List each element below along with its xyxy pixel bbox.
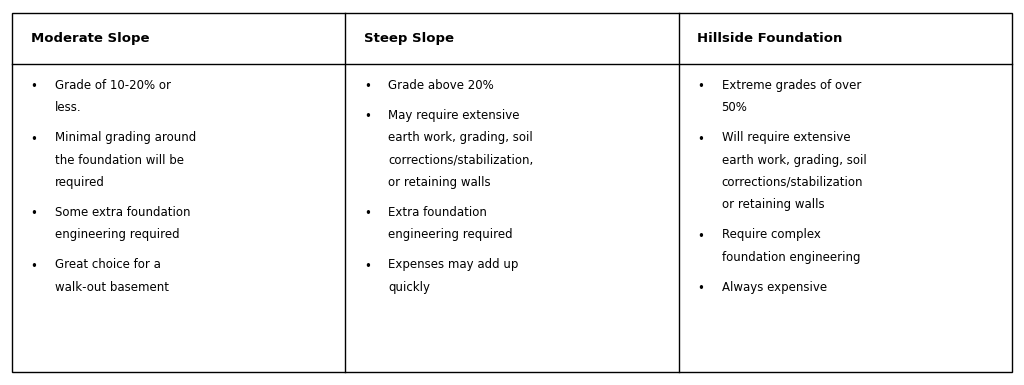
Text: •: • — [697, 282, 703, 295]
Text: •: • — [364, 80, 371, 93]
Text: Extra foundation: Extra foundation — [388, 206, 487, 219]
Text: •: • — [31, 207, 38, 220]
Text: Grade of 10-20% or: Grade of 10-20% or — [55, 79, 171, 92]
Text: earth work, grading, soil: earth work, grading, soil — [388, 131, 534, 144]
Text: Expenses may add up: Expenses may add up — [388, 258, 519, 271]
Text: Moderate Slope: Moderate Slope — [31, 32, 150, 45]
Text: •: • — [364, 259, 371, 273]
Text: Will require extensive: Will require extensive — [722, 131, 850, 144]
Text: walk-out basement: walk-out basement — [55, 281, 169, 294]
Text: less.: less. — [55, 101, 82, 114]
Text: required: required — [55, 176, 105, 189]
Text: Minimal grading around: Minimal grading around — [55, 131, 197, 144]
Text: •: • — [697, 229, 703, 243]
Text: •: • — [364, 207, 371, 220]
Text: •: • — [31, 259, 38, 273]
Text: or retaining walls: or retaining walls — [388, 176, 492, 189]
Text: Hillside Foundation: Hillside Foundation — [697, 32, 843, 45]
Text: corrections/stabilization,: corrections/stabilization, — [388, 154, 534, 167]
Text: Great choice for a: Great choice for a — [55, 258, 161, 271]
Text: May require extensive: May require extensive — [388, 109, 520, 122]
Text: earth work, grading, soil: earth work, grading, soil — [722, 154, 866, 167]
Text: quickly: quickly — [388, 281, 430, 294]
Text: engineering required: engineering required — [55, 228, 180, 241]
Text: •: • — [31, 132, 38, 146]
Text: Always expensive: Always expensive — [722, 281, 826, 294]
Text: Require complex: Require complex — [722, 228, 820, 241]
Text: •: • — [697, 132, 703, 146]
Text: Some extra foundation: Some extra foundation — [55, 206, 190, 219]
Text: the foundation will be: the foundation will be — [55, 154, 184, 167]
Text: •: • — [697, 80, 703, 93]
Text: Grade above 20%: Grade above 20% — [388, 79, 495, 92]
Text: •: • — [364, 110, 371, 123]
Text: •: • — [31, 80, 38, 93]
Text: foundation engineering: foundation engineering — [722, 251, 860, 264]
Text: Extreme grades of over: Extreme grades of over — [722, 79, 861, 92]
Text: Steep Slope: Steep Slope — [364, 32, 454, 45]
Text: 50%: 50% — [722, 101, 748, 114]
Text: engineering required: engineering required — [388, 228, 513, 241]
Text: corrections/stabilization: corrections/stabilization — [722, 176, 863, 189]
Text: or retaining walls: or retaining walls — [722, 198, 824, 211]
